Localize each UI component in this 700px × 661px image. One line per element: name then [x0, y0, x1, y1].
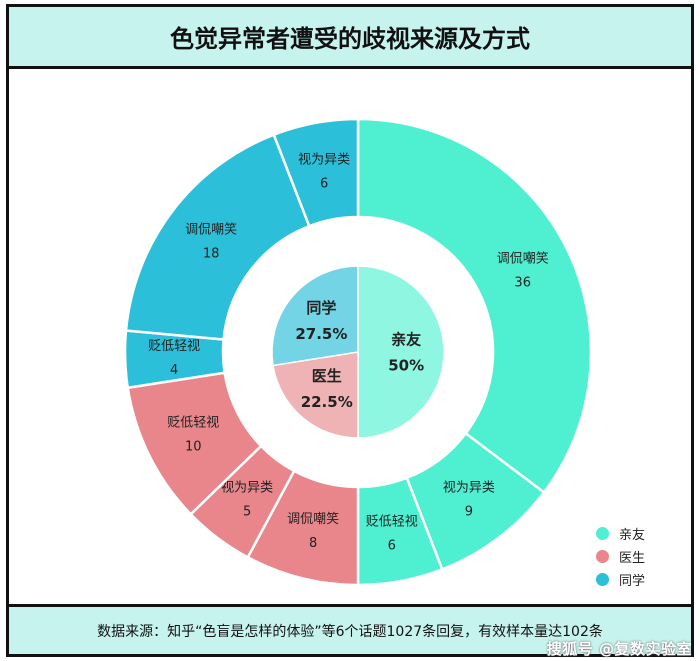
outer-label-value: 6	[320, 177, 328, 192]
outer-label-name: 调侃嘲笑	[287, 511, 339, 527]
outer-slice-1	[356, 117, 593, 495]
outer-slice-8	[124, 133, 311, 341]
outer-label-value: 36	[514, 275, 531, 290]
chart-title: 色觉异常者遭受的歧视来源及方式	[9, 7, 691, 69]
inner-slice-2	[272, 351, 359, 439]
outer-label-name: 调侃嘲笑	[185, 222, 237, 238]
inner-label-name: 亲友	[391, 331, 421, 349]
sunburst-chart: 亲友 50% 医生 22.5% 同学 27.5% 调侃嘲笑 36 视为异类 9 贬低轻视 6 调侃嘲笑 8…	[123, 117, 593, 587]
legend-swatch	[596, 573, 609, 586]
legend-item: 同学	[596, 568, 645, 591]
inner-slice-3	[271, 265, 359, 367]
outer-label-name: 视为异类	[221, 480, 273, 495]
legend-label: 亲友	[619, 528, 646, 543]
outer-label-value: 4	[170, 363, 178, 378]
legend-swatch	[596, 550, 609, 563]
outer-label-value: 10	[185, 440, 202, 455]
outer-label-value: 5	[243, 504, 251, 519]
legend-item: 亲友	[596, 522, 645, 545]
legend-label: 同学	[619, 574, 646, 589]
legend-item: 医生	[596, 545, 645, 568]
source-note: 数据来源：知乎“色盲是怎样的体验”等6个话题1027条回复，有效样本量达102条	[9, 604, 691, 654]
outer-slice-9	[272, 117, 360, 228]
watermark: 搜狐号 @复数实验室	[546, 640, 692, 658]
inner-label-name: 医生	[312, 367, 342, 385]
outer-label-name: 视为异类	[298, 153, 350, 168]
outer-label-value: 6	[388, 538, 396, 553]
outer-label-name: 贬低轻视	[167, 416, 219, 431]
outer-label-value: 9	[465, 504, 473, 519]
inner-label-value: 27.5%	[295, 325, 347, 343]
outer-label-name: 贬低轻视	[148, 339, 200, 354]
legend-label: 医生	[619, 551, 646, 566]
chart-frame: 色觉异常者遭受的歧视来源及方式 亲友 50% 医生 22.5% 同学 27.5% 调侃嘲笑 3…	[6, 4, 694, 657]
outer-label-name: 视为异类	[443, 480, 495, 495]
outer-label-name: 贬低轻视	[366, 514, 418, 529]
inner-slice-1	[357, 265, 445, 439]
legend-swatch	[596, 527, 609, 540]
outer-label-value: 8	[309, 536, 317, 551]
inner-label-value: 50%	[388, 357, 424, 375]
outer-label-value: 18	[203, 247, 220, 262]
outer-label-name: 调侃嘲笑	[497, 250, 549, 266]
chart-legend: 亲友 医生 同学	[596, 522, 645, 591]
inner-label-value: 22.5%	[301, 393, 353, 411]
inner-label-name: 同学	[306, 299, 336, 317]
